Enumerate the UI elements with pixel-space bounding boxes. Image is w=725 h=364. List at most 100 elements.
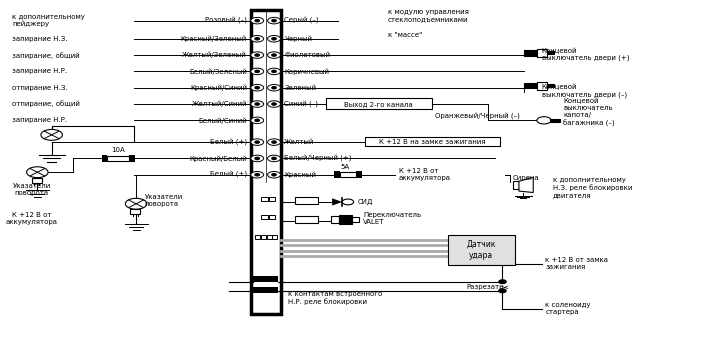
Text: к дополнительному
Н.З. реле блокировки
двигателя: к дополнительному Н.З. реле блокировки д… (552, 177, 632, 198)
Bar (253, 287, 278, 293)
Text: К +12 В от
аккумулятора: К +12 В от аккумулятора (6, 212, 57, 225)
Text: Белый/Черный (+): Белый/Черный (+) (284, 155, 352, 162)
Text: запирание Н.Р.: запирание Н.Р. (12, 68, 67, 74)
Circle shape (268, 155, 281, 162)
Text: к "массе": к "массе" (388, 32, 422, 38)
Text: Розовый (–): Розовый (–) (205, 17, 247, 24)
Circle shape (268, 68, 281, 75)
Circle shape (255, 70, 260, 72)
Bar (339, 215, 352, 224)
Text: Переключатель
VALET: Переключатель VALET (363, 213, 421, 225)
Text: к +12 В от замка
зажигания: к +12 В от замка зажигания (545, 257, 608, 270)
Bar (340, 172, 356, 177)
Text: Синий (–): Синий (–) (284, 100, 318, 107)
Bar (524, 50, 536, 56)
Circle shape (268, 139, 281, 145)
Circle shape (255, 157, 260, 159)
Text: Концевой
выключатель
капота/
багажника (–): Концевой выключатель капота/ багажника (… (563, 98, 615, 127)
Text: ✂: ✂ (500, 282, 508, 292)
Circle shape (268, 171, 281, 178)
Bar (267, 235, 272, 239)
Circle shape (41, 130, 62, 140)
Bar (352, 217, 360, 222)
Circle shape (268, 52, 281, 58)
Bar (536, 49, 547, 57)
Text: Сирена: Сирена (513, 175, 539, 181)
Text: Коричневый: Коричневый (284, 68, 329, 75)
Circle shape (251, 17, 264, 24)
Text: Красный/Белый: Красный/Белый (189, 155, 247, 162)
Circle shape (255, 38, 260, 40)
Text: Черный: Черный (284, 36, 312, 42)
Circle shape (251, 117, 264, 124)
Bar (273, 235, 277, 239)
Text: отпирание, общий: отпирание, общий (12, 100, 80, 107)
Circle shape (499, 289, 506, 293)
Circle shape (272, 103, 276, 105)
Text: отпирание Н.З.: отпирание Н.З. (12, 85, 68, 91)
Bar (261, 235, 266, 239)
Circle shape (272, 141, 276, 143)
Circle shape (255, 119, 260, 122)
Text: К +12 В от
аккумулятора: К +12 В от аккумулятора (399, 168, 451, 181)
Bar (334, 171, 340, 178)
Text: СИД: СИД (358, 199, 373, 205)
Circle shape (255, 174, 260, 176)
Bar (255, 235, 260, 239)
Circle shape (272, 38, 276, 40)
Bar (331, 216, 339, 223)
Text: Концевой
выключатель двери (+): Концевой выключатель двери (+) (542, 47, 629, 62)
Text: Желтый/Зеленый: Желтый/Зеленый (182, 52, 247, 58)
Text: Датчик
удара: Датчик удара (466, 240, 496, 260)
Circle shape (251, 139, 264, 145)
Bar (130, 209, 141, 214)
Circle shape (272, 87, 276, 89)
Circle shape (251, 101, 264, 107)
Bar (513, 181, 519, 189)
Circle shape (251, 68, 264, 75)
Bar (356, 171, 362, 178)
Text: к контактам встроенного
Н.Р. реле блокировки: к контактам встроенного Н.Р. реле блокир… (288, 291, 382, 305)
Text: К +12 В на замке зажигания: К +12 В на замке зажигания (379, 139, 486, 145)
Text: Фиолетовый: Фиолетовый (284, 52, 330, 58)
Text: Указатели
поворота: Указатели поворота (12, 183, 51, 196)
Text: Зеленый: Зеленый (284, 85, 316, 91)
Text: Серый (–): Серый (–) (284, 17, 319, 24)
Bar (261, 215, 268, 219)
Text: 5А: 5А (341, 164, 349, 170)
FancyBboxPatch shape (365, 137, 500, 146)
Circle shape (272, 70, 276, 72)
Circle shape (255, 141, 260, 143)
Circle shape (255, 20, 260, 22)
FancyBboxPatch shape (326, 98, 432, 110)
Bar (102, 155, 107, 162)
Circle shape (251, 84, 264, 91)
Bar (261, 197, 268, 201)
Circle shape (272, 174, 276, 176)
Circle shape (27, 167, 48, 178)
Circle shape (272, 20, 276, 22)
Text: Красный: Красный (284, 171, 316, 178)
Bar (129, 155, 135, 162)
Circle shape (268, 17, 281, 24)
Circle shape (255, 54, 260, 56)
Polygon shape (519, 177, 534, 193)
Bar (550, 119, 560, 122)
Text: запирание Н.Р.: запирание Н.Р. (12, 117, 67, 123)
Bar (524, 83, 536, 88)
Circle shape (125, 198, 147, 209)
Bar (547, 84, 554, 87)
Text: к модулю управления
стеклоподъемниками: к модулю управления стеклоподъемниками (388, 9, 469, 22)
Text: Красный/Синий: Красный/Синий (190, 84, 247, 91)
Bar (269, 197, 276, 201)
Circle shape (272, 54, 276, 56)
Circle shape (536, 117, 551, 124)
Circle shape (268, 101, 281, 107)
Bar (536, 82, 547, 90)
Circle shape (251, 52, 264, 58)
Text: Выход 2-го канала: Выход 2-го канала (344, 101, 413, 107)
Text: Белый (+): Белый (+) (210, 139, 247, 146)
Polygon shape (332, 198, 342, 206)
Text: Белый (+): Белый (+) (210, 171, 247, 178)
Circle shape (499, 280, 506, 284)
